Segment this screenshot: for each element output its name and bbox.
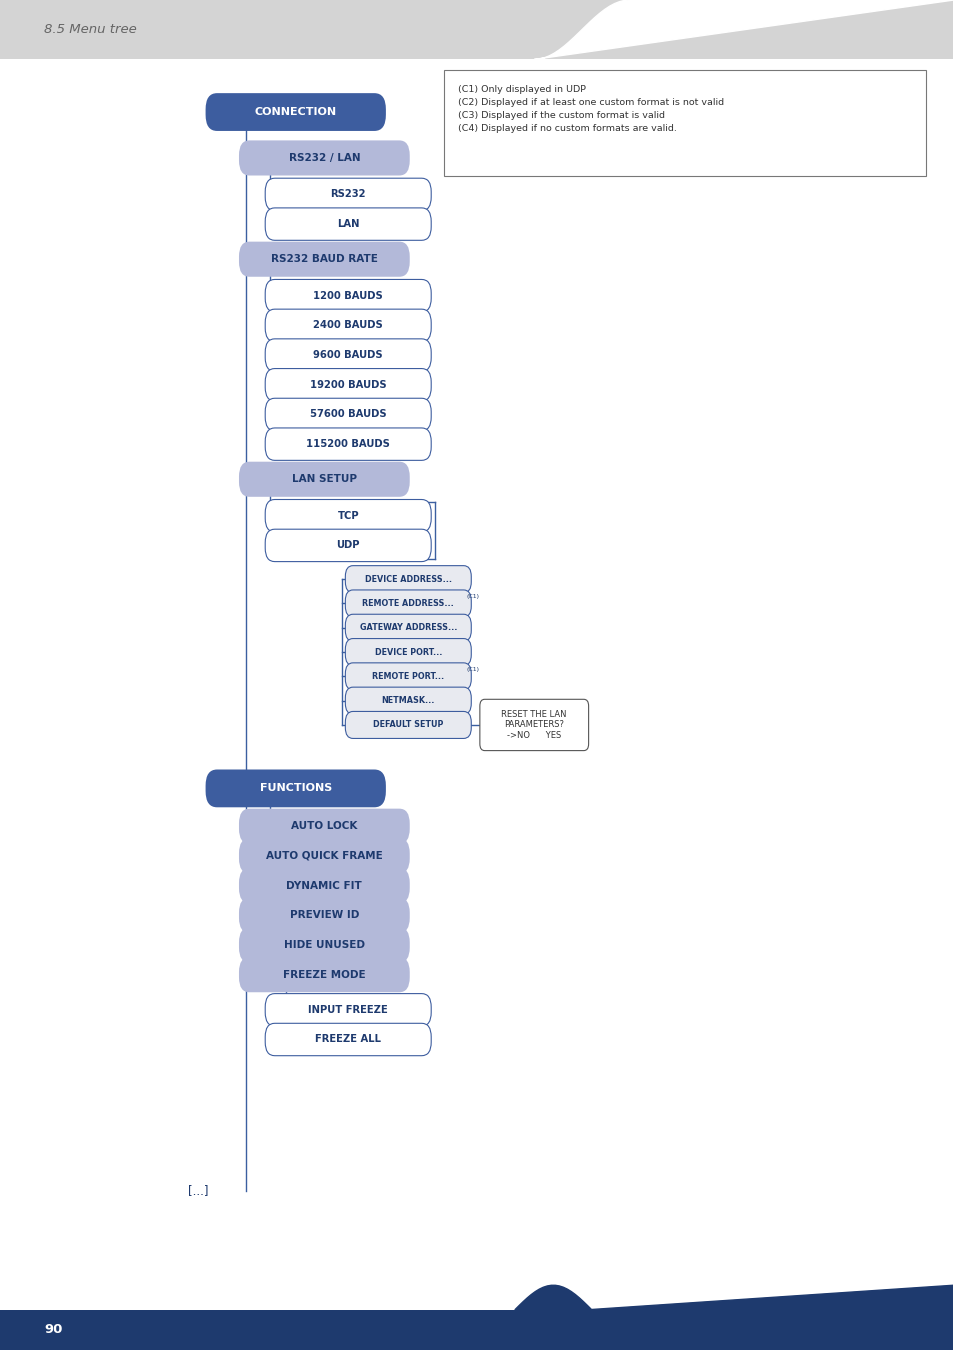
FancyBboxPatch shape bbox=[265, 994, 431, 1026]
FancyBboxPatch shape bbox=[239, 927, 410, 963]
FancyBboxPatch shape bbox=[265, 500, 431, 532]
Text: 90: 90 bbox=[44, 1323, 62, 1336]
Text: REMOTE ADDRESS...: REMOTE ADDRESS... bbox=[362, 599, 454, 608]
FancyBboxPatch shape bbox=[239, 462, 410, 497]
FancyBboxPatch shape bbox=[239, 140, 410, 176]
FancyBboxPatch shape bbox=[239, 242, 410, 277]
FancyBboxPatch shape bbox=[345, 590, 471, 617]
Text: FREEZE ALL: FREEZE ALL bbox=[314, 1034, 381, 1045]
Text: DYNAMIC FIT: DYNAMIC FIT bbox=[286, 880, 362, 891]
FancyBboxPatch shape bbox=[345, 566, 471, 593]
Text: REMOTE PORT...: REMOTE PORT... bbox=[372, 672, 444, 680]
Text: AUTO LOCK: AUTO LOCK bbox=[291, 821, 357, 832]
FancyBboxPatch shape bbox=[205, 93, 385, 131]
FancyBboxPatch shape bbox=[265, 208, 431, 240]
FancyBboxPatch shape bbox=[479, 699, 588, 751]
Text: DEVICE PORT...: DEVICE PORT... bbox=[375, 648, 441, 656]
Text: DEFAULT SETUP: DEFAULT SETUP bbox=[373, 721, 443, 729]
Text: TCP: TCP bbox=[337, 510, 358, 521]
Text: [...]: [...] bbox=[188, 1184, 208, 1197]
FancyBboxPatch shape bbox=[265, 398, 431, 431]
Text: CONNECTION: CONNECTION bbox=[254, 107, 336, 117]
Text: UDP: UDP bbox=[336, 540, 359, 551]
Text: (C1): (C1) bbox=[466, 667, 479, 672]
Text: RS232: RS232 bbox=[330, 189, 366, 200]
Text: LAN SETUP: LAN SETUP bbox=[292, 474, 356, 485]
Text: 57600 BAUDS: 57600 BAUDS bbox=[310, 409, 386, 420]
Text: FREEZE MODE: FREEZE MODE bbox=[283, 969, 365, 980]
Polygon shape bbox=[515, 1285, 953, 1350]
Text: AUTO QUICK FRAME: AUTO QUICK FRAME bbox=[266, 850, 382, 861]
FancyBboxPatch shape bbox=[265, 178, 431, 211]
Text: PREVIEW ID: PREVIEW ID bbox=[290, 910, 358, 921]
FancyBboxPatch shape bbox=[265, 369, 431, 401]
Text: RS232 / LAN: RS232 / LAN bbox=[288, 153, 360, 163]
FancyBboxPatch shape bbox=[0, 0, 953, 59]
FancyBboxPatch shape bbox=[239, 957, 410, 992]
FancyBboxPatch shape bbox=[265, 1023, 431, 1056]
FancyBboxPatch shape bbox=[345, 639, 471, 666]
FancyBboxPatch shape bbox=[239, 809, 410, 844]
Text: 8.5 Menu tree: 8.5 Menu tree bbox=[44, 23, 136, 36]
Text: RS232 BAUD RATE: RS232 BAUD RATE bbox=[271, 254, 377, 265]
FancyBboxPatch shape bbox=[345, 663, 471, 690]
Text: DEVICE ADDRESS...: DEVICE ADDRESS... bbox=[364, 575, 452, 583]
Text: 19200 BAUDS: 19200 BAUDS bbox=[310, 379, 386, 390]
FancyBboxPatch shape bbox=[239, 868, 410, 903]
Text: 115200 BAUDS: 115200 BAUDS bbox=[306, 439, 390, 450]
FancyBboxPatch shape bbox=[265, 529, 431, 562]
Text: NETMASK...: NETMASK... bbox=[381, 697, 435, 705]
Text: LAN: LAN bbox=[336, 219, 359, 230]
Text: RESET THE LAN
PARAMETERS?
->NO      YES: RESET THE LAN PARAMETERS? ->NO YES bbox=[501, 710, 566, 740]
FancyBboxPatch shape bbox=[239, 838, 410, 873]
Text: (C1): (C1) bbox=[466, 594, 479, 599]
Text: (C1) Only displayed in UDP
(C2) Displayed if at least one custom format is not v: (C1) Only displayed in UDP (C2) Displaye… bbox=[457, 85, 723, 132]
FancyBboxPatch shape bbox=[239, 898, 410, 933]
Text: 1200 BAUDS: 1200 BAUDS bbox=[313, 290, 383, 301]
FancyBboxPatch shape bbox=[0, 1310, 953, 1350]
FancyBboxPatch shape bbox=[265, 428, 431, 460]
FancyBboxPatch shape bbox=[205, 769, 385, 807]
Text: FUNCTIONS: FUNCTIONS bbox=[259, 783, 332, 794]
Text: 9600 BAUDS: 9600 BAUDS bbox=[314, 350, 382, 360]
Text: INPUT FREEZE: INPUT FREEZE bbox=[308, 1004, 388, 1015]
FancyBboxPatch shape bbox=[345, 711, 471, 738]
Text: GATEWAY ADDRESS...: GATEWAY ADDRESS... bbox=[359, 624, 456, 632]
Text: HIDE UNUSED: HIDE UNUSED bbox=[284, 940, 364, 950]
Polygon shape bbox=[534, 0, 953, 59]
FancyBboxPatch shape bbox=[345, 687, 471, 714]
FancyBboxPatch shape bbox=[265, 339, 431, 371]
FancyBboxPatch shape bbox=[345, 614, 471, 641]
FancyBboxPatch shape bbox=[265, 309, 431, 342]
FancyBboxPatch shape bbox=[443, 70, 925, 176]
Text: 2400 BAUDS: 2400 BAUDS bbox=[313, 320, 383, 331]
FancyBboxPatch shape bbox=[265, 279, 431, 312]
